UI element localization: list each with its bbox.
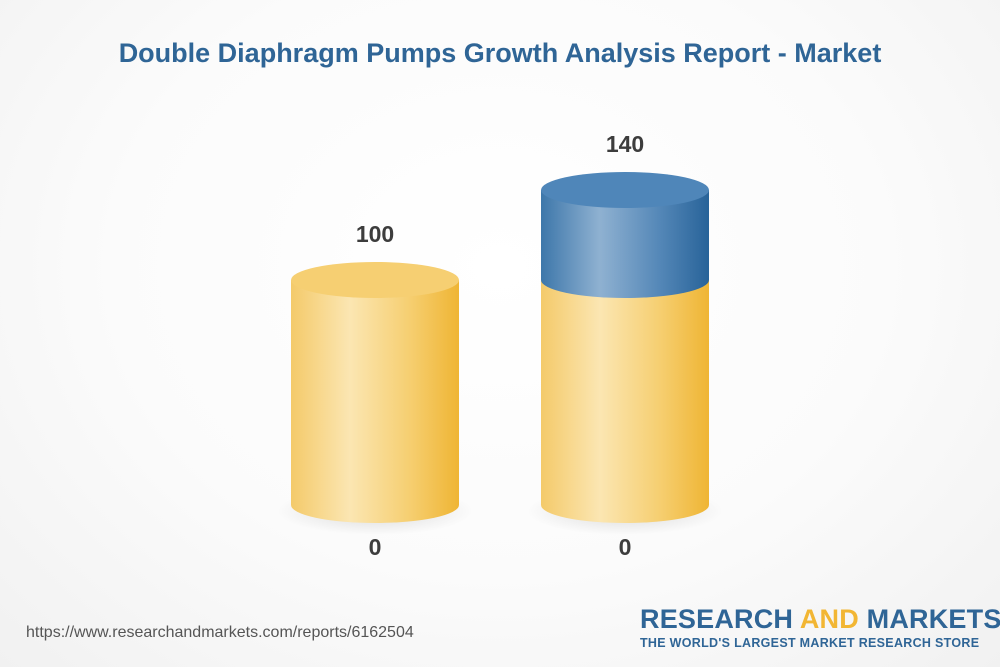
source-url: https://www.researchandmarkets.com/repor… xyxy=(26,624,414,641)
brand-name: RESEARCH AND MARKETS xyxy=(640,604,1000,634)
brand-logo: RESEARCH AND MARKETS THE WORLD'S LARGEST… xyxy=(640,604,1000,650)
brand-name-part1: RESEARCH xyxy=(640,604,800,634)
bar-total-label: 140 xyxy=(606,131,644,157)
bar-total-label: 100 xyxy=(356,221,394,247)
chart-title: Double Diaphragm Pumps Growth Analysis R… xyxy=(118,38,882,68)
bar-base-label: 0 xyxy=(619,534,632,560)
bar-segment-1 xyxy=(541,280,709,523)
brand-name-part2: MARKETS xyxy=(858,604,1000,634)
brand-tagline: THE WORLD'S LARGEST MARKET RESEARCH STOR… xyxy=(640,636,980,650)
bar-top-cap xyxy=(291,262,459,298)
bar-top-cap xyxy=(541,172,709,208)
bar-segment-1 xyxy=(291,280,459,523)
bar-base-label: 0 xyxy=(369,534,382,560)
bar-segment-2 xyxy=(541,190,709,298)
brand-name-accent: AND xyxy=(799,604,859,634)
